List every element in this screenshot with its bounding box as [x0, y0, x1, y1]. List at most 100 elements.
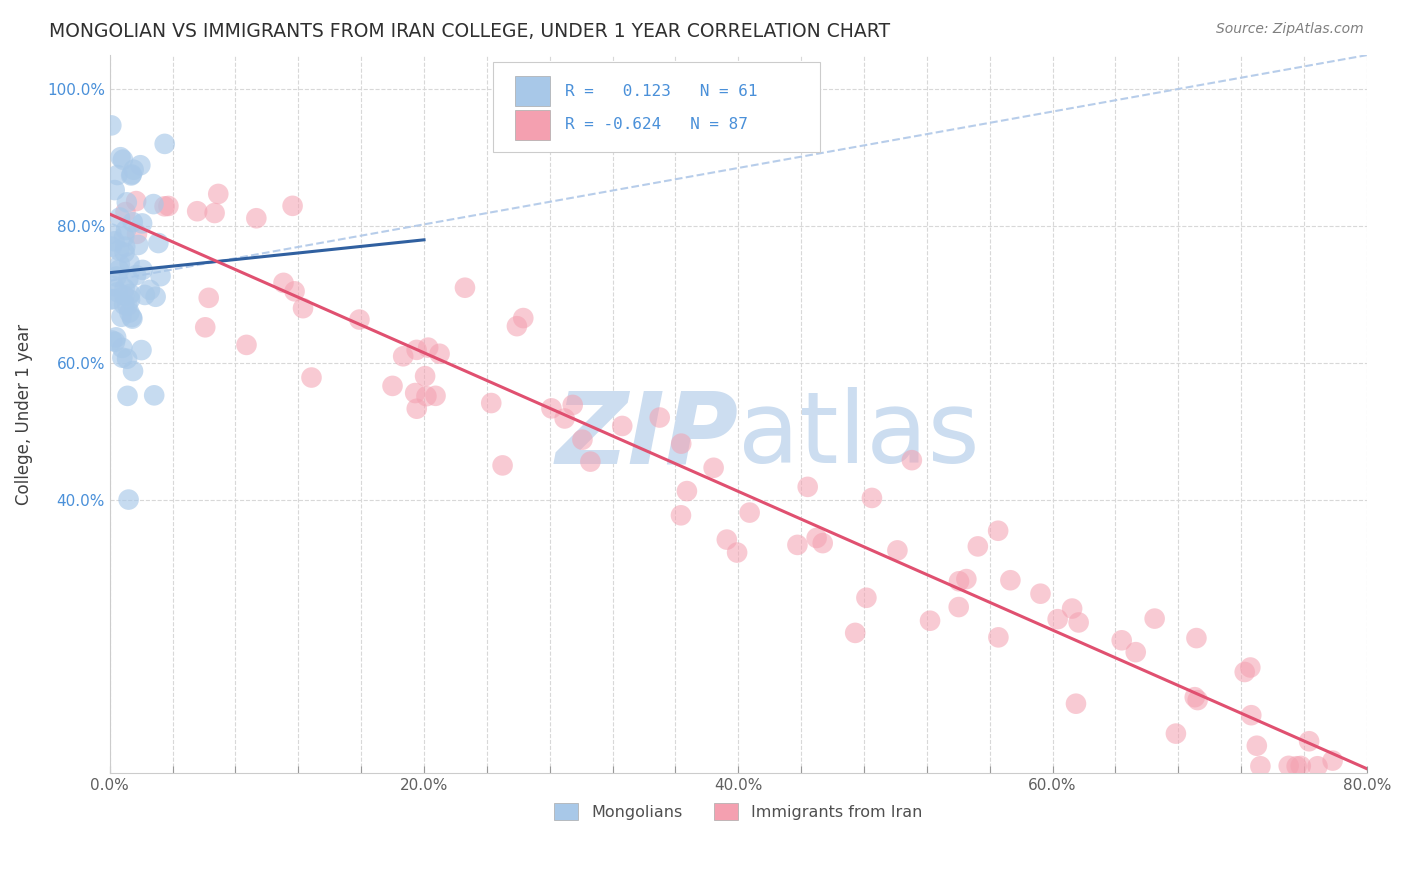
Point: [1306, 759, 1329, 773]
Point: [112, 229, 135, 244]
Point: [1233, 665, 1256, 679]
Point: [111, 341, 134, 355]
Point: [381, 379, 404, 393]
Point: [273, 276, 295, 290]
Legend: Mongolians, Immigrants from Iran: Mongolians, Immigrants from Iran: [548, 797, 929, 826]
Point: [1046, 612, 1069, 626]
Point: [111, 351, 134, 365]
Point: [855, 591, 877, 605]
Point: [738, 506, 761, 520]
Point: [955, 572, 977, 586]
Point: [948, 574, 970, 589]
Point: [108, 257, 131, 271]
Point: [117, 299, 139, 313]
Text: ZIP: ZIP: [555, 387, 738, 484]
Point: [114, 281, 136, 295]
Point: [186, 204, 208, 219]
Point: [122, 162, 145, 177]
Point: [844, 626, 866, 640]
Point: [197, 291, 219, 305]
Point: [125, 227, 148, 241]
Point: [284, 285, 307, 299]
Point: [127, 238, 149, 252]
Point: [579, 455, 602, 469]
Point: [101, 334, 124, 348]
Point: [669, 508, 692, 523]
Point: [1239, 660, 1261, 674]
Point: [100, 240, 122, 254]
Point: [1184, 690, 1206, 705]
Point: [129, 158, 152, 172]
Point: [125, 268, 148, 282]
Point: [105, 330, 128, 344]
Point: [110, 150, 132, 164]
Point: [118, 305, 141, 319]
Point: [281, 199, 304, 213]
Point: [1246, 739, 1268, 753]
Point: [1289, 759, 1312, 773]
Point: [108, 262, 131, 277]
Point: [413, 369, 436, 384]
Point: [292, 301, 315, 315]
Point: [125, 194, 148, 208]
Point: [149, 269, 172, 284]
FancyBboxPatch shape: [515, 110, 550, 140]
Point: [120, 169, 142, 183]
Point: [114, 289, 136, 303]
Point: [100, 227, 122, 241]
Point: [901, 453, 924, 467]
Point: [405, 343, 427, 357]
Point: [107, 285, 129, 300]
Point: [121, 310, 143, 324]
Point: [425, 389, 447, 403]
Point: [561, 398, 583, 412]
Point: [121, 168, 143, 182]
Point: [987, 631, 1010, 645]
Point: [506, 319, 529, 334]
Point: [811, 536, 834, 550]
Point: [676, 484, 699, 499]
Point: [1125, 645, 1147, 659]
Point: [204, 206, 226, 220]
Point: [105, 168, 128, 182]
Point: [1029, 587, 1052, 601]
Point: [194, 320, 217, 334]
Point: [725, 545, 748, 559]
Point: [207, 186, 229, 201]
Point: [117, 272, 139, 286]
Point: [112, 298, 135, 312]
Point: [108, 211, 131, 225]
Point: [100, 292, 122, 306]
Text: R = -0.624   N = 87: R = -0.624 N = 87: [565, 117, 748, 132]
Point: [918, 614, 941, 628]
Point: [148, 235, 170, 250]
Point: [1185, 631, 1208, 645]
Point: [122, 364, 145, 378]
Point: [153, 199, 176, 213]
Point: [703, 460, 725, 475]
Point: [349, 312, 371, 326]
Point: [143, 388, 166, 402]
Point: [105, 269, 128, 284]
Point: [1298, 734, 1320, 748]
Point: [131, 343, 153, 357]
Text: MONGOLIAN VS IMMIGRANTS FROM IRAN COLLEGE, UNDER 1 YEAR CORRELATION CHART: MONGOLIAN VS IMMIGRANTS FROM IRAN COLLEG…: [49, 22, 890, 41]
Point: [796, 480, 818, 494]
Point: [540, 401, 562, 416]
Point: [115, 351, 138, 366]
Point: [418, 341, 440, 355]
Point: [1143, 612, 1166, 626]
Point: [987, 524, 1010, 538]
Point: [1064, 697, 1087, 711]
Point: [1000, 573, 1022, 587]
Point: [1249, 759, 1271, 773]
Point: [716, 533, 738, 547]
Y-axis label: College, Under 1 year: College, Under 1 year: [15, 324, 32, 505]
Point: [405, 401, 427, 416]
Point: [1240, 708, 1263, 723]
Point: [1278, 759, 1301, 773]
Text: atlas: atlas: [738, 387, 980, 484]
Point: [512, 311, 534, 326]
Point: [111, 153, 134, 167]
Point: [612, 419, 634, 434]
